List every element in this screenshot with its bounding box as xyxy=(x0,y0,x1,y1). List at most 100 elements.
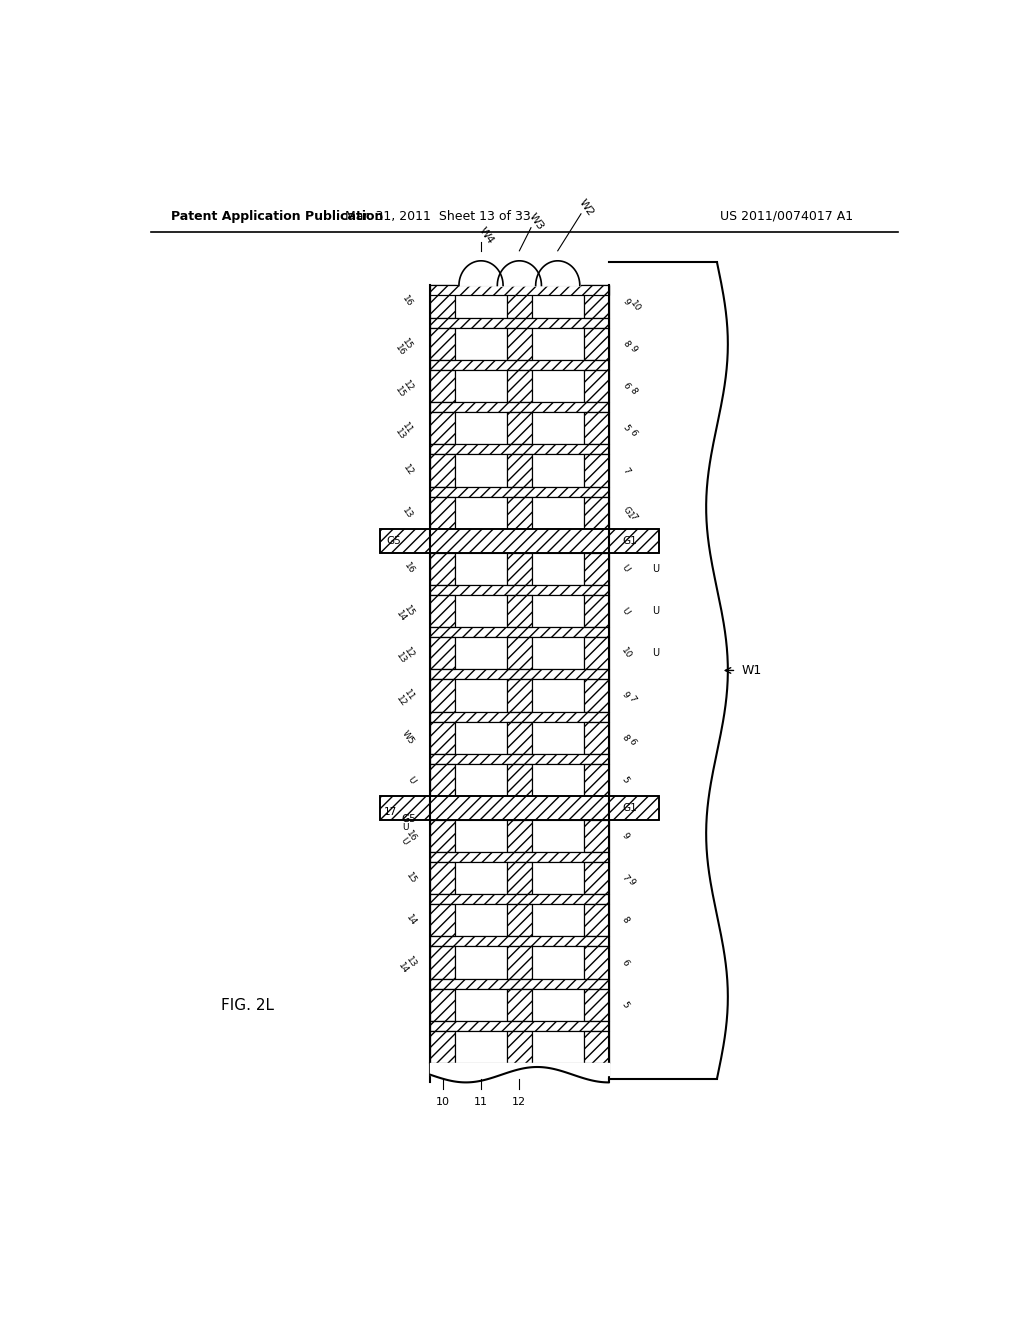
Text: 16: 16 xyxy=(393,343,407,358)
Bar xyxy=(430,360,608,370)
Text: 12: 12 xyxy=(400,463,415,478)
Bar xyxy=(507,946,531,978)
Bar xyxy=(430,936,608,946)
Text: U: U xyxy=(652,564,659,574)
Bar xyxy=(584,989,608,1020)
Bar xyxy=(507,553,531,585)
Text: 7: 7 xyxy=(628,512,639,523)
Bar xyxy=(507,553,531,585)
Bar xyxy=(430,894,608,904)
Bar xyxy=(430,445,608,454)
Text: 5: 5 xyxy=(620,775,630,785)
Text: 6: 6 xyxy=(621,381,632,391)
Bar xyxy=(584,904,608,936)
Bar xyxy=(584,285,608,318)
Bar xyxy=(531,496,584,529)
Bar xyxy=(430,989,455,1020)
Bar xyxy=(507,454,531,487)
Text: 5: 5 xyxy=(621,424,632,433)
Bar xyxy=(455,454,507,487)
Bar xyxy=(430,403,608,412)
Bar xyxy=(430,989,455,1020)
Text: US 2011/0074017 A1: US 2011/0074017 A1 xyxy=(720,210,853,223)
Text: 9: 9 xyxy=(620,830,630,841)
Bar xyxy=(455,722,507,754)
Bar xyxy=(584,454,608,487)
Bar xyxy=(507,285,531,318)
Bar xyxy=(531,680,584,711)
Bar xyxy=(584,946,608,978)
Bar xyxy=(507,327,531,360)
Text: 7: 7 xyxy=(620,873,630,883)
Bar xyxy=(430,370,455,403)
Bar xyxy=(430,978,608,989)
Bar xyxy=(507,862,531,894)
Bar xyxy=(430,445,608,454)
Bar xyxy=(430,403,608,412)
Bar xyxy=(507,946,531,978)
Text: U: U xyxy=(399,836,410,846)
Bar xyxy=(430,585,608,595)
Bar xyxy=(430,1031,455,1063)
Bar xyxy=(584,820,608,851)
Bar xyxy=(430,946,455,978)
Bar xyxy=(455,285,507,318)
Bar xyxy=(584,1031,608,1063)
Bar xyxy=(584,285,608,318)
Text: 13: 13 xyxy=(394,651,409,665)
Text: 10: 10 xyxy=(435,1097,450,1106)
Bar xyxy=(430,862,455,894)
Bar xyxy=(430,754,608,764)
Bar xyxy=(584,412,608,445)
Bar xyxy=(507,285,531,318)
Text: 15: 15 xyxy=(400,337,415,351)
Bar xyxy=(430,638,455,669)
Text: 9: 9 xyxy=(628,343,639,354)
Bar xyxy=(584,370,608,403)
Bar xyxy=(507,454,531,487)
Bar xyxy=(430,669,608,680)
Bar xyxy=(455,820,507,851)
Bar xyxy=(507,764,531,796)
Bar xyxy=(380,796,658,820)
Bar xyxy=(584,989,608,1020)
Bar xyxy=(507,680,531,711)
Bar xyxy=(430,894,608,904)
Text: 6: 6 xyxy=(628,428,639,438)
Bar xyxy=(430,285,608,296)
Text: 16: 16 xyxy=(403,829,418,843)
Text: 15: 15 xyxy=(402,603,417,618)
Bar xyxy=(584,595,608,627)
Bar xyxy=(507,370,531,403)
Bar xyxy=(455,1031,507,1063)
Text: 16: 16 xyxy=(402,561,417,576)
Text: U: U xyxy=(620,606,631,616)
Bar xyxy=(584,680,608,711)
Bar xyxy=(584,638,608,669)
Text: W3: W3 xyxy=(527,211,546,232)
Bar xyxy=(507,412,531,445)
Bar xyxy=(584,496,608,529)
Text: U: U xyxy=(406,775,417,785)
Text: Mar. 31, 2011  Sheet 13 of 33: Mar. 31, 2011 Sheet 13 of 33 xyxy=(345,210,530,223)
Bar xyxy=(455,595,507,627)
Bar xyxy=(507,904,531,936)
Bar xyxy=(430,638,455,669)
Bar xyxy=(584,862,608,894)
Bar xyxy=(430,285,455,318)
Bar xyxy=(531,862,584,894)
Bar xyxy=(430,595,455,627)
Bar xyxy=(507,989,531,1020)
Bar xyxy=(507,722,531,754)
Text: 11: 11 xyxy=(400,421,415,436)
Bar xyxy=(507,862,531,894)
Bar xyxy=(531,764,584,796)
Bar xyxy=(531,327,584,360)
Bar xyxy=(380,796,658,820)
Text: G1: G1 xyxy=(623,536,637,545)
Bar xyxy=(584,496,608,529)
Text: 14: 14 xyxy=(396,961,410,975)
Bar xyxy=(584,764,608,796)
Bar xyxy=(584,946,608,978)
Bar xyxy=(430,820,455,851)
